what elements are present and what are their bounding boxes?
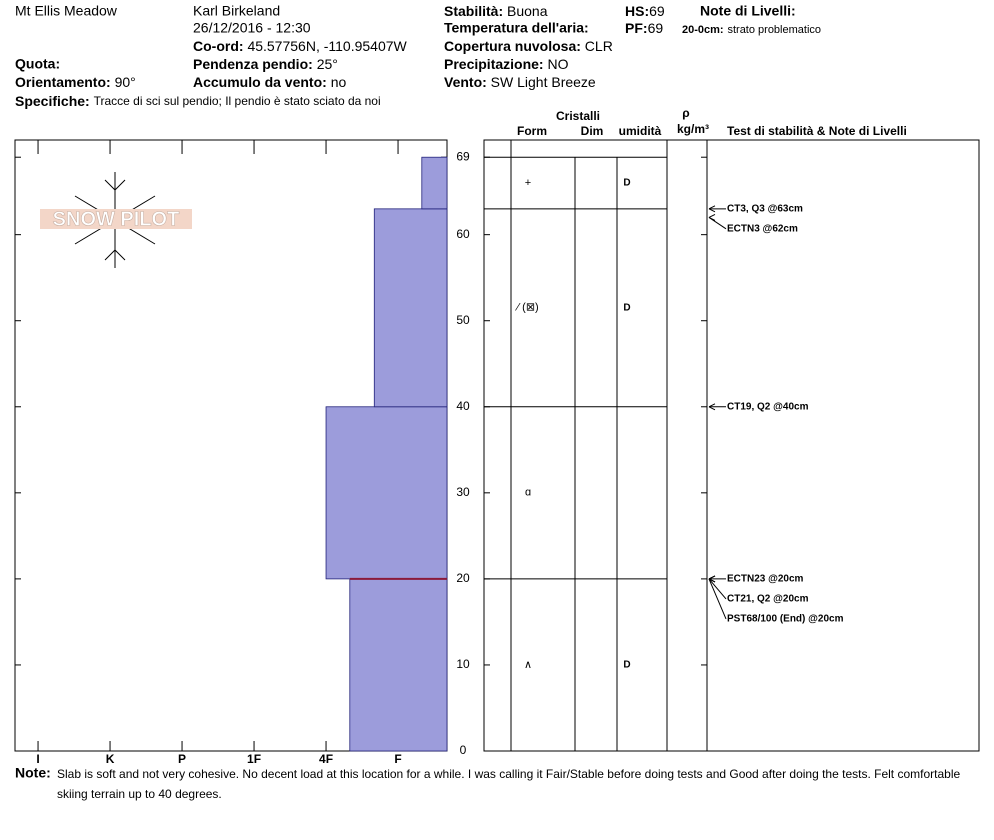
cloud: Copertura nuvolosa: CLR [444,38,613,54]
test-arrow [708,578,727,620]
grain-form: ɑ [525,487,531,499]
y-tick-label: 20 [456,571,470,585]
label: Vento: [444,74,487,90]
slope: Pendenza pendio: 25° [193,56,338,72]
logo-text: SNOW PILOT [53,208,180,230]
grain-form: + [525,177,531,189]
moisture: D [623,302,630,313]
test-label: ECTN23 @20cm [727,574,804,585]
aspect: Orientamento: 90° [15,74,136,90]
value: Buona [507,3,548,19]
label: PF: [625,20,648,36]
moisture: D [623,178,630,189]
y-tick-label: 60 [456,227,470,241]
value: 69 [648,20,664,36]
label: HS: [625,3,649,19]
x-tick-label: F [394,752,401,766]
hardness-bar [373,208,448,408]
value: NO [547,56,568,72]
label: Copertura nuvolosa: [444,38,581,54]
arrow-head [708,205,716,213]
pf: PF:69 [625,20,663,36]
value: 90° [115,74,136,90]
col-header: Dim [581,124,604,138]
coord: Co-ord: 45.57756N, -110.95407W [193,38,408,54]
logo-band [40,209,192,229]
test-label: CT19, Q2 @40cm [727,401,809,412]
y-tick-label: 50 [456,313,470,327]
y-tick-label: 30 [456,485,470,499]
value: no [331,74,347,90]
hardness-bar [349,578,448,752]
label: Orientamento: [15,74,111,90]
test-arrow [708,578,727,600]
x-tick-label: K [106,752,115,766]
y-tick-label: 10 [456,657,470,671]
value: 45.57756N, -110.95407W [247,38,407,54]
col-header: Test di stabilità & Note di Livelli [727,124,907,138]
y-tick-label: 0 [460,743,467,757]
x-tick-label: 1F [247,752,261,766]
wind-load: Accumulo da vento: no [193,74,346,90]
col-header: kg/m³ [677,122,709,136]
arrow-head [708,214,716,221]
test-label: CT21, Q2 @20cm [727,594,809,605]
label: Specifiche: [15,93,90,109]
label: 20-0cm: [682,24,724,36]
test-label: PST68/100 (End) @20cm [727,614,844,625]
observer: Karl Birkeland [193,3,280,19]
col-header: ρ [682,106,689,120]
value: CLR [585,38,613,54]
layer-notes-title: Note di Livelli: [700,3,796,19]
x-tick-label: 4F [319,752,333,766]
moisture: D [623,660,630,671]
note-label: Note: [15,765,51,781]
layer-frame [483,139,980,752]
y-tick-label: 40 [456,399,470,413]
label: Precipitazione: [444,56,544,72]
label: Accumulo da vento: [193,74,327,90]
arrow-head [708,403,716,411]
layer-note: 20-0cm: strato problematico [682,21,821,37]
col-header: umidità [619,124,662,138]
label: Co-ord: [193,38,244,54]
x-tick-label: P [178,752,186,766]
value: 25° [317,56,338,72]
stability: Stabilità: Buona [444,3,548,19]
label: Stabilità: [444,3,503,19]
test-label: CT3, Q3 @63cm [727,203,803,214]
datetime: 26/12/2016 - 12:30 [193,20,311,36]
grain-form: ∧ [524,659,532,671]
col-header: Cristalli [556,109,600,123]
value: 69 [649,3,665,19]
arrow-head [708,575,716,583]
precip: Precipitazione: NO [444,56,569,72]
label: Pendenza pendio: [193,56,313,72]
site: Mt Ellis Meadow [15,3,118,19]
wind: Vento: SW Light Breeze [444,74,596,90]
note-text: Slab is soft and not very cohesive. No d… [57,767,960,781]
air-temp: Temperatura dell'aria: [444,20,589,36]
col-header: Form [517,124,547,138]
value: strato problematico [727,24,821,36]
hardness-bar [325,406,448,580]
hs: HS:69 [625,3,665,19]
note-text: skiing terrain up to 40 degrees. [57,787,222,801]
quota: Quota: [15,56,60,72]
specifics: Specifiche: Tracce di sci sul pendio; Il… [15,93,381,109]
value: SW Light Breeze [491,74,596,90]
test-label: ECTN3 @62cm [727,223,798,234]
y-tick-label: 69 [456,149,470,163]
grain-form: ⁄ (⊠) [514,302,538,314]
value: Tracce di sci sul pendio; Il pendio è st… [94,94,381,108]
x-tick-label: I [36,752,39,766]
hardness-bar [421,156,448,210]
